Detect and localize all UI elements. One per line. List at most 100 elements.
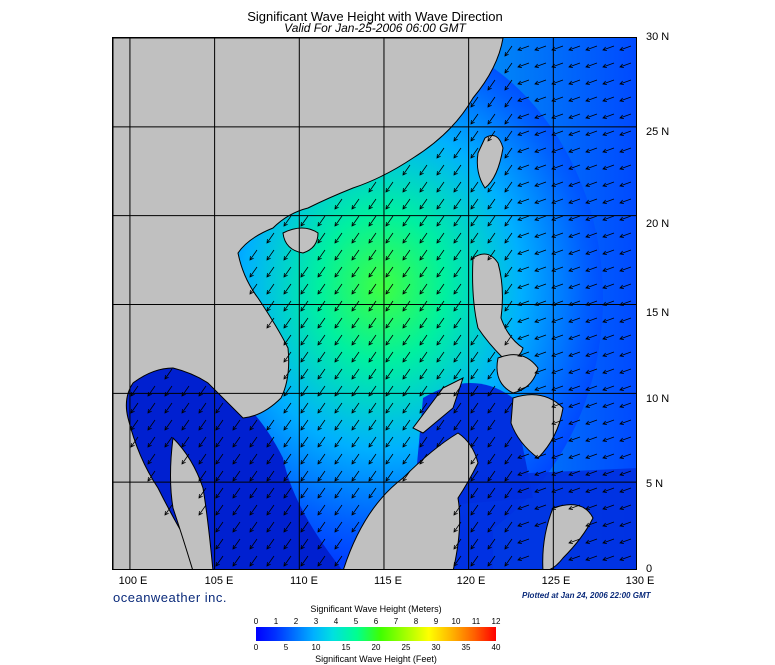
wave-arrow — [568, 555, 581, 561]
wave-arrow — [585, 436, 598, 442]
wave-arrow — [385, 419, 394, 431]
wave-arrow — [402, 266, 411, 278]
wave-arrow — [334, 198, 343, 210]
lon-label-105e: 105 E — [204, 575, 234, 587]
wave-arrow — [619, 436, 632, 442]
wave-arrow — [504, 164, 513, 176]
wave-arrow — [504, 266, 513, 278]
wave-arrow — [181, 453, 190, 465]
wave-arrow — [385, 385, 394, 397]
wave-arrow — [602, 79, 615, 85]
wave-arrow — [385, 300, 394, 312]
wave-arrow — [351, 317, 360, 329]
wave-arrow — [317, 538, 326, 550]
wave-arrow — [585, 470, 598, 476]
wave-arrow — [517, 266, 530, 272]
wave-arrow — [300, 487, 309, 499]
wave-arrow — [619, 402, 632, 408]
wave-arrow — [585, 266, 598, 272]
wave-arrow — [517, 147, 530, 153]
wave-arrow — [470, 453, 479, 465]
wave-arrow — [368, 351, 377, 363]
wave-arrow — [249, 538, 258, 550]
lat-label-5n: 5 N — [646, 478, 664, 490]
wave-arrow — [534, 215, 547, 221]
wave-arrow — [351, 215, 360, 227]
wave-arrow — [402, 164, 411, 176]
wave-arrow — [232, 504, 241, 516]
wave-arrow — [198, 402, 207, 414]
wave-arrow — [351, 504, 360, 516]
wave-arrow — [517, 181, 530, 187]
wave-arrow — [470, 181, 479, 193]
wave-arrow — [317, 504, 326, 516]
wave-arrow — [402, 385, 411, 397]
wave-arrow — [487, 79, 496, 91]
wave-arrow — [602, 130, 615, 136]
wave-arrow — [504, 504, 513, 516]
wave-arrow — [334, 538, 343, 550]
wave-arrow — [602, 62, 615, 68]
wave-arrow — [568, 232, 581, 238]
wave-arrow — [585, 351, 598, 357]
wave-arrow — [534, 266, 547, 272]
wave-arrow — [419, 232, 428, 244]
colorbar-meters-tick: 11 — [471, 617, 481, 626]
wave-arrow — [317, 521, 326, 533]
wave-arrow — [602, 419, 615, 425]
wave-arrow — [487, 232, 496, 244]
wave-arrow — [534, 198, 547, 204]
wave-arrow — [215, 487, 224, 499]
wave-arrow — [317, 487, 326, 499]
wave-arrow — [551, 453, 564, 459]
wave-arrow — [517, 453, 530, 459]
wave-arrow — [249, 487, 258, 499]
wave-arrow — [619, 300, 632, 306]
wave-arrow — [619, 334, 632, 340]
wave-arrow — [551, 130, 564, 136]
wave-arrow — [602, 521, 615, 527]
wave-arrow — [419, 181, 428, 193]
wave-arrow — [283, 538, 292, 550]
wave-arrow — [368, 385, 377, 397]
wave-arrow — [402, 215, 411, 227]
wave-arrow — [402, 436, 411, 448]
wave-arrow — [351, 368, 360, 380]
wave-arrow — [266, 555, 275, 567]
wave-arrow — [470, 385, 479, 397]
wave-arrow — [602, 334, 615, 340]
wave-arrow — [585, 487, 598, 493]
wave-arrow — [232, 419, 241, 431]
wave-arrow — [470, 96, 479, 108]
wave-arrow — [551, 96, 564, 102]
brand-logo-text: oceanweather inc. — [113, 590, 228, 605]
wave-arrow — [317, 419, 326, 431]
wave-arrow — [504, 487, 513, 499]
wave-arrow — [619, 470, 632, 476]
wave-arrow — [470, 351, 479, 363]
wave-arrow — [619, 62, 632, 68]
wave-arrow — [215, 521, 224, 533]
wave-arrow — [232, 538, 241, 550]
wave-arrow — [368, 283, 377, 295]
wave-arrow — [249, 419, 258, 431]
colorbar-meters-tick: 8 — [413, 617, 419, 626]
colorbar-feet-tick: 10 — [311, 643, 321, 652]
wave-arrow — [619, 385, 632, 391]
wave-arrow — [517, 130, 530, 136]
land-hainan-island — [282, 227, 319, 254]
wave-arrow — [436, 436, 445, 448]
wave-arrow — [368, 487, 377, 499]
wave-arrow — [487, 487, 496, 499]
wave-arrow — [517, 487, 530, 493]
wave-arrow — [249, 436, 258, 448]
wave-arrow — [568, 419, 581, 425]
wave-arrow — [436, 419, 445, 431]
wave-arrow — [619, 249, 632, 255]
wave-arrow — [585, 453, 598, 459]
wave-arrow — [470, 232, 479, 244]
wave-arrow — [602, 351, 615, 357]
wave-arrow — [130, 436, 139, 448]
wave-arrow — [585, 402, 598, 408]
wave-arrow — [619, 181, 632, 187]
